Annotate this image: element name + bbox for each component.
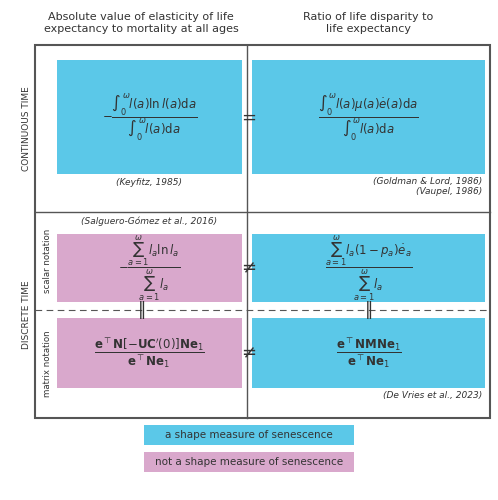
Bar — [252, 234, 485, 302]
Bar — [144, 452, 354, 472]
Text: $\Vert$: $\Vert$ — [365, 299, 373, 321]
Bar — [57, 60, 242, 174]
Text: $\dfrac{\int_0^{\omega} l(a)\mu(a)\dot{e}(a)\mathrm{d}a}{\int_0^{\omega} l(a)\ma: $\dfrac{\int_0^{\omega} l(a)\mu(a)\dot{e… — [318, 91, 419, 143]
Text: a shape measure of senescence: a shape measure of senescence — [165, 430, 333, 440]
Bar — [144, 425, 354, 445]
Bar — [252, 318, 485, 388]
Text: (Goldman & Lord, 1986)
(Vaupel, 1986): (Goldman & Lord, 1986) (Vaupel, 1986) — [373, 177, 482, 197]
Text: $\Vert$: $\Vert$ — [137, 299, 145, 321]
Text: $\dfrac{\sum_{a=1}^{\omega} l_a(1-p_a)\dot{e}_a}{\sum_{a=1}^{\omega} l_a}$: $\dfrac{\sum_{a=1}^{\omega} l_a(1-p_a)\d… — [325, 234, 412, 302]
Text: $=$: $=$ — [238, 108, 256, 126]
Text: $\neq$: $\neq$ — [238, 259, 256, 277]
Text: $\neq$: $\neq$ — [238, 344, 256, 362]
Text: CONTINUOUS TIME: CONTINUOUS TIME — [22, 86, 31, 171]
Text: (Salguero-Gómez et al., 2016): (Salguero-Gómez et al., 2016) — [82, 216, 218, 226]
Bar — [252, 60, 485, 174]
Text: $-\dfrac{\int_0^{\omega} l(a)\ln l(a)\mathrm{d}a}{\int_0^{\omega} l(a)\mathrm{d}: $-\dfrac{\int_0^{\omega} l(a)\ln l(a)\ma… — [102, 91, 197, 143]
Text: Absolute value of elasticity of life
expectancy to mortality at all ages: Absolute value of elasticity of life exp… — [44, 12, 239, 34]
Text: scalar notation: scalar notation — [42, 229, 51, 293]
Bar — [35, 45, 490, 418]
Text: not a shape measure of senescence: not a shape measure of senescence — [155, 457, 343, 467]
Text: matrix notation: matrix notation — [42, 330, 51, 398]
Text: $\dfrac{\mathbf{e}^\top \mathbf{N}\mathbf{M}\mathbf{N}\mathbf{e}_1}{\mathbf{e}^\: $\dfrac{\mathbf{e}^\top \mathbf{N}\mathb… — [336, 336, 401, 370]
Text: (Keyfitz, 1985): (Keyfitz, 1985) — [117, 178, 182, 187]
Text: Ratio of life disparity to
life expectancy: Ratio of life disparity to life expectan… — [303, 12, 434, 34]
Text: $-\dfrac{\sum_{a=1}^{\omega} l_a \ln l_a}{\sum_{a=1}^{\omega} l_a}$: $-\dfrac{\sum_{a=1}^{\omega} l_a \ln l_a… — [119, 234, 181, 302]
Text: DISCRETE TIME: DISCRETE TIME — [22, 280, 31, 349]
Bar — [57, 318, 242, 388]
Bar — [57, 234, 242, 302]
Text: $\dfrac{\mathbf{e}^\top \mathbf{N}[-\mathbf{U}\mathbf{C}'(0)]\mathbf{N}\mathbf{e: $\dfrac{\mathbf{e}^\top \mathbf{N}[-\mat… — [94, 336, 205, 370]
Text: (De Vries et al., 2023): (De Vries et al., 2023) — [383, 391, 482, 400]
